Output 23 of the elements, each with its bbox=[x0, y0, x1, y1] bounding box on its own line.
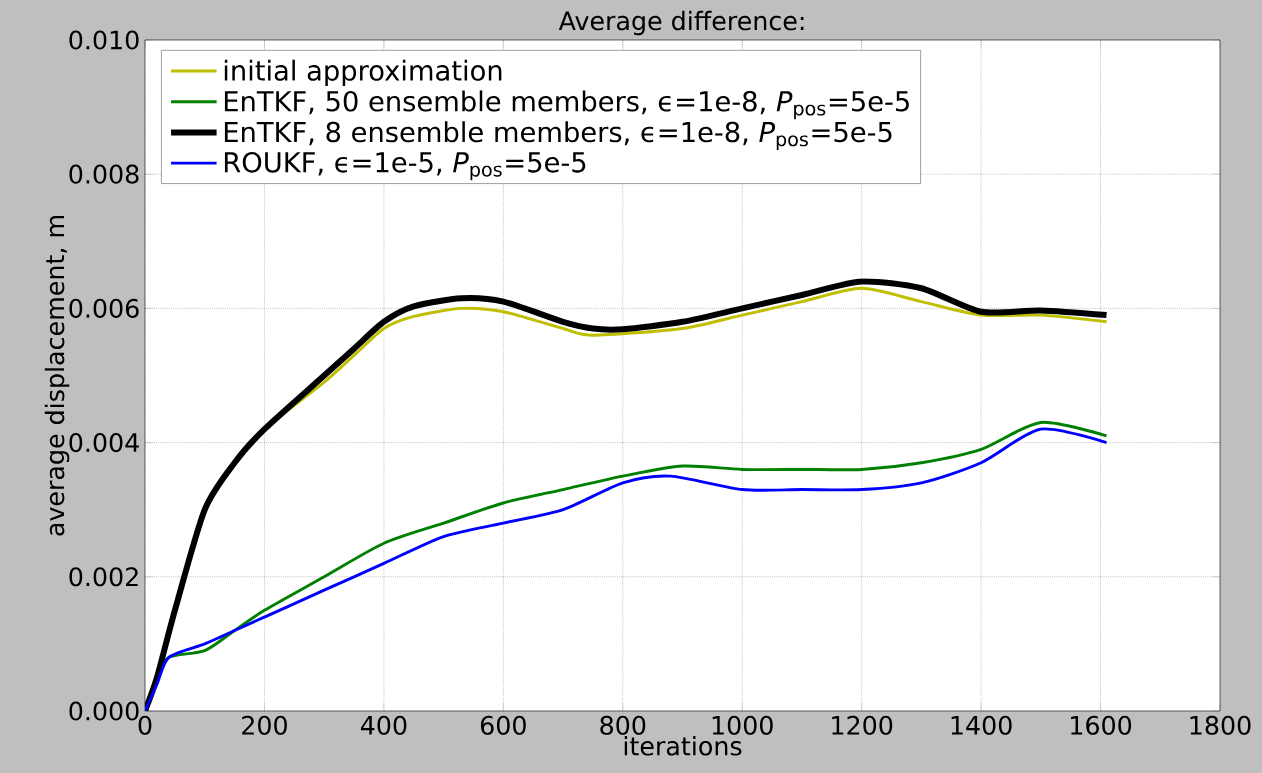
chart-title: Average difference: bbox=[558, 10, 804, 36]
x-tick-label: 400 bbox=[360, 715, 407, 735]
y-tick-label: 0.000 bbox=[69, 701, 139, 721]
x-tick-label: 600 bbox=[480, 715, 526, 735]
legend-label: initial approximation bbox=[224, 59, 502, 87]
x-tick-label: 1600 bbox=[1071, 715, 1132, 735]
x-tick-label: 1000 bbox=[712, 715, 773, 735]
legend-label: EnTKF, 8 ensemble members, ϵ=1e-8, P$_{pos}$=5e-5 bbox=[224, 121, 892, 151]
y-tick-label: 0.010 bbox=[69, 30, 139, 50]
x-tick-label: 1200 bbox=[832, 715, 893, 735]
x-tick-label: 1800 bbox=[1190, 715, 1251, 735]
y-axis-title: average displacement, m bbox=[44, 216, 70, 536]
x-tick-label: 1400 bbox=[951, 715, 1012, 735]
x-tick-label: 200 bbox=[242, 715, 287, 735]
y-tick-label: 0.008 bbox=[69, 164, 139, 184]
y-tick-label: 0.004 bbox=[69, 433, 139, 453]
x-tick-label: 0 bbox=[138, 715, 152, 735]
y-tick-label: 0.006 bbox=[69, 298, 139, 318]
legend-label: EnTKF, 50 ensemble members, ϵ=1e-8, P$_{pos}$=5e-5 bbox=[224, 90, 909, 120]
legend-label: ROUKF, ϵ=1e-5, P$_{pos}$=5e-5 bbox=[224, 151, 586, 181]
x-axis-title: iterations bbox=[624, 736, 742, 756]
y-tick-label: 0.002 bbox=[69, 567, 138, 587]
x-tick-label: 800 bbox=[600, 715, 646, 735]
